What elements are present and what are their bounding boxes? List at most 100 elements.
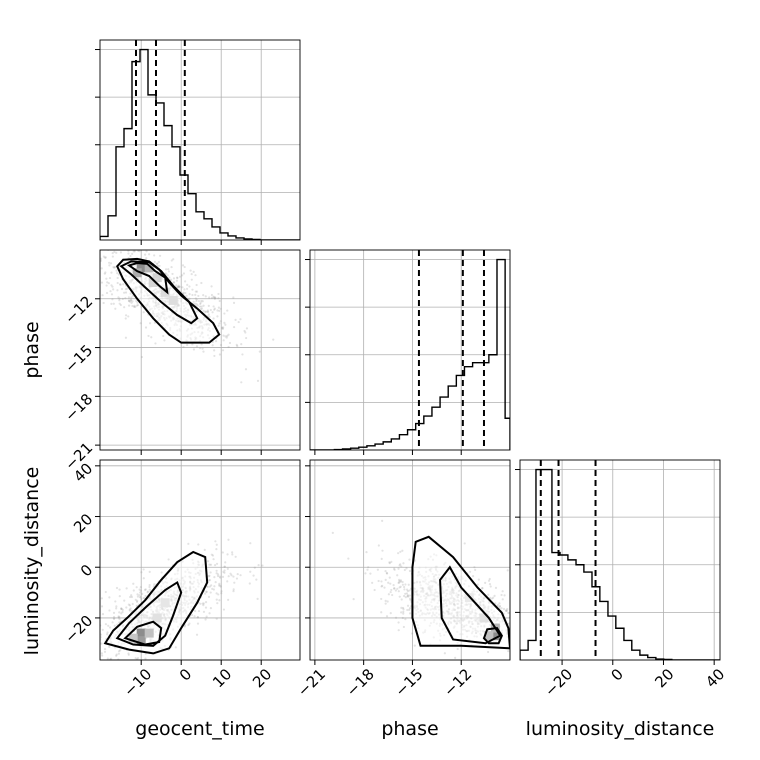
- scatter-point: [503, 594, 506, 597]
- scatter-point: [101, 628, 104, 631]
- scatter-point: [93, 647, 95, 649]
- scatter-point: [512, 622, 514, 624]
- scatter-point: [118, 283, 122, 286]
- scatter-point: [197, 299, 201, 303]
- scatter-point: [226, 334, 229, 338]
- scatter-point: [535, 655, 537, 657]
- scatter-point: [197, 609, 201, 613]
- scatter-point: [227, 598, 230, 601]
- scatter-point: [128, 608, 131, 611]
- scatter-point: [123, 306, 126, 309]
- scatter-point: [192, 348, 196, 351]
- scatter-point: [380, 580, 383, 583]
- scatter-point: [112, 288, 115, 291]
- scatter-point: [507, 611, 510, 614]
- scatter-point: [231, 553, 234, 556]
- scatter-point: [147, 334, 150, 338]
- scatter-point: [200, 307, 204, 310]
- scatter-point: [103, 669, 105, 671]
- scatter-point: [100, 605, 104, 608]
- frame-hist-geocent_time: [99, 39, 301, 241]
- scatter-point: [113, 624, 116, 627]
- scatter-point: [130, 594, 133, 597]
- scatter-point: [388, 562, 391, 565]
- scatter-point: [488, 583, 492, 586]
- scatter-point: [202, 610, 206, 613]
- scatter-point: [109, 290, 112, 293]
- scatter-point: [241, 353, 244, 356]
- scatter-point: [110, 657, 113, 660]
- scatter-point: [226, 567, 229, 570]
- scatter-point: [87, 665, 89, 667]
- scatter-point: [408, 594, 411, 597]
- scatter-point: [392, 584, 395, 587]
- scatter-point: [204, 601, 208, 604]
- scatter-point: [214, 296, 217, 299]
- scatter-point: [111, 285, 114, 288]
- scatter-point: [208, 579, 212, 582]
- scatter-point: [142, 568, 145, 571]
- scatter-point: [184, 280, 187, 283]
- scatter-point: [195, 283, 198, 287]
- scatter-point: [500, 607, 503, 610]
- scatter-point: [106, 633, 109, 636]
- scatter-point: [122, 283, 125, 286]
- scatter-point: [103, 272, 106, 275]
- scatter-point: [64, 666, 66, 668]
- scatter-point: [401, 549, 404, 552]
- scatter-point: [162, 334, 165, 338]
- scatter-point: [207, 595, 211, 598]
- scatter-point: [227, 538, 230, 541]
- scatter-point: [194, 290, 197, 293]
- scatter-point: [211, 587, 214, 590]
- scatter-point: [138, 250, 141, 253]
- scatter-point: [95, 260, 97, 262]
- scatter-point: [529, 620, 531, 622]
- scatter-point: [124, 288, 127, 291]
- scatter-point: [144, 657, 147, 660]
- scatter-point: [117, 273, 120, 276]
- scatter-point: [511, 648, 513, 650]
- scatter-point: [108, 645, 111, 648]
- scatter-point: [240, 343, 243, 346]
- scatter-point: [128, 609, 131, 612]
- scatter-point: [94, 287, 96, 289]
- scatter-point: [195, 298, 198, 301]
- scatter-point: [78, 651, 80, 653]
- scatter-point: [101, 613, 105, 616]
- scatter-point: [66, 653, 68, 655]
- scatter-point: [498, 605, 501, 608]
- scatter-point: [331, 531, 334, 534]
- scatter-point: [413, 644, 416, 647]
- scatter-point: [116, 272, 119, 275]
- scatter-point: [139, 596, 142, 599]
- scatter-point: [140, 571, 143, 574]
- scatter-point: [129, 254, 132, 258]
- scatter-point: [113, 245, 115, 247]
- scatter-point: [217, 292, 220, 296]
- scatter-point: [146, 591, 149, 594]
- scatter-point: [182, 291, 185, 294]
- scatter-point: [408, 558, 411, 561]
- scatter-point: [195, 303, 198, 306]
- scatter-point: [172, 258, 175, 261]
- scatter-point: [109, 262, 113, 265]
- scatter-point: [178, 285, 181, 288]
- scatter-point: [137, 250, 140, 252]
- scatter-point: [80, 235, 82, 237]
- scatter-point: [208, 612, 211, 615]
- scatter-point: [536, 647, 538, 649]
- scatter-point: [511, 618, 513, 620]
- scatter-point: [220, 592, 223, 595]
- scatter-point: [111, 251, 114, 255]
- scatter-point: [218, 582, 221, 585]
- scatter-point: [164, 268, 168, 271]
- scatter-point: [146, 590, 150, 593]
- scatter-point: [213, 307, 216, 310]
- scatter-point: [102, 245, 104, 247]
- scatter-point: [261, 564, 264, 567]
- scatter-point: [198, 347, 202, 350]
- scatter-point: [408, 607, 412, 610]
- scatter-point: [107, 242, 109, 244]
- scatter-point: [406, 594, 410, 597]
